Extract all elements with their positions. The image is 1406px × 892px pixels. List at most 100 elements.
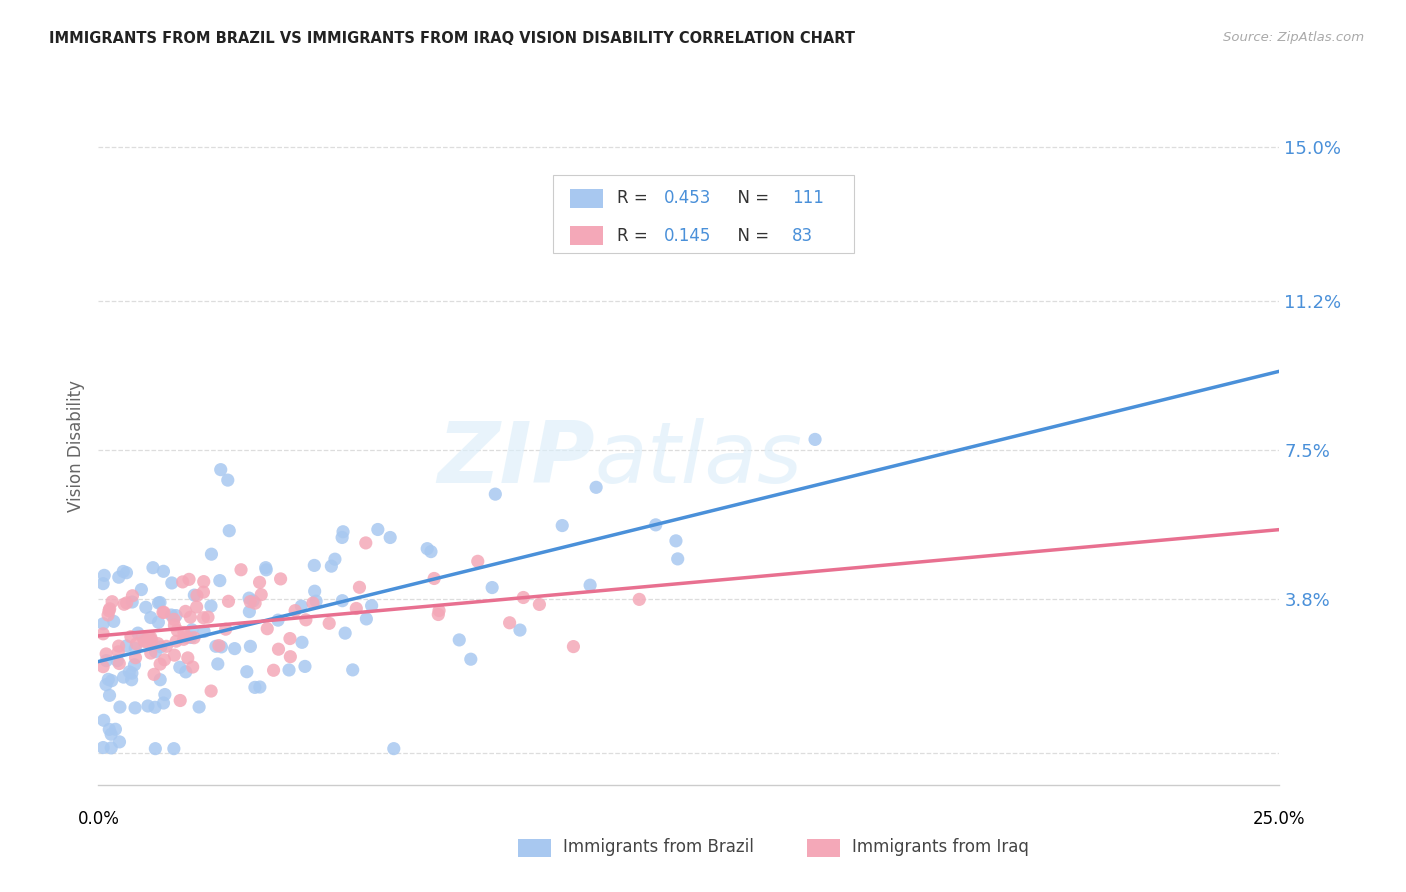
Point — [143, 700, 166, 714]
Point — [127, 626, 149, 640]
Point — [96, 647, 118, 661]
Point — [104, 723, 127, 737]
Point — [290, 599, 312, 614]
Point — [155, 640, 177, 654]
Point — [186, 589, 208, 603]
Point — [139, 610, 162, 624]
Text: ZIP: ZIP — [437, 418, 595, 501]
Point — [239, 640, 262, 654]
Point — [153, 688, 176, 702]
Point — [318, 616, 340, 631]
Point — [188, 700, 211, 714]
Point — [215, 622, 238, 636]
Text: 83: 83 — [792, 227, 813, 244]
Point — [142, 560, 165, 574]
Point — [173, 632, 195, 647]
Point — [98, 601, 121, 615]
Point — [427, 604, 450, 618]
Point — [354, 536, 377, 550]
Point — [174, 604, 197, 618]
FancyBboxPatch shape — [807, 838, 841, 857]
Point — [332, 524, 354, 539]
Point — [93, 714, 115, 728]
Point — [101, 595, 124, 609]
Point — [163, 612, 186, 626]
Point — [100, 740, 122, 755]
Point — [174, 665, 197, 679]
Point — [146, 637, 169, 651]
Point — [163, 648, 186, 662]
Y-axis label: Vision Disability: Vision Disability — [66, 380, 84, 512]
Point — [243, 596, 266, 610]
Point — [108, 657, 131, 671]
Point — [356, 612, 378, 626]
Point — [177, 573, 200, 587]
Point — [304, 558, 326, 573]
Point — [112, 597, 135, 611]
Point — [180, 631, 202, 645]
Point — [91, 627, 114, 641]
Point — [172, 574, 194, 589]
Point — [165, 608, 187, 623]
Point — [139, 646, 162, 660]
Point — [585, 480, 607, 494]
Point — [305, 594, 328, 608]
Point — [120, 630, 142, 644]
Point — [112, 565, 135, 579]
Point — [91, 740, 114, 755]
Point — [166, 624, 188, 638]
Point — [115, 596, 138, 610]
Point — [360, 599, 382, 613]
Point — [97, 607, 120, 622]
Point — [97, 673, 120, 687]
Point — [460, 652, 482, 666]
Point — [139, 630, 162, 644]
Point — [124, 650, 146, 665]
Point — [224, 641, 246, 656]
Point — [270, 572, 292, 586]
Point — [107, 639, 129, 653]
Point — [804, 433, 827, 447]
Point — [291, 635, 314, 649]
FancyBboxPatch shape — [569, 189, 603, 208]
Point — [98, 604, 121, 618]
Point — [644, 517, 666, 532]
Point — [562, 640, 585, 654]
Point — [118, 665, 141, 679]
Point — [107, 570, 129, 584]
Point — [349, 580, 371, 594]
Point — [121, 666, 143, 681]
Point — [484, 487, 506, 501]
Point — [124, 701, 146, 715]
Point — [93, 568, 115, 582]
Point — [267, 642, 290, 657]
Text: R =: R = — [617, 227, 652, 244]
Text: 0.145: 0.145 — [664, 227, 711, 244]
Point — [96, 654, 118, 668]
Point — [181, 660, 204, 674]
Point — [193, 585, 215, 599]
Point — [208, 639, 231, 653]
Point — [249, 575, 271, 590]
Point — [243, 681, 266, 695]
Point — [100, 727, 122, 741]
Text: Immigrants from Iraq: Immigrants from Iraq — [852, 838, 1029, 856]
Point — [179, 610, 201, 624]
Point — [467, 554, 489, 568]
Point — [183, 588, 205, 602]
Point — [91, 659, 114, 673]
Point — [163, 741, 186, 756]
Point — [152, 606, 174, 620]
Point — [148, 596, 170, 610]
Point — [367, 523, 389, 537]
Point — [141, 633, 163, 648]
Point — [94, 678, 117, 692]
Point — [176, 630, 198, 644]
Point — [121, 673, 143, 687]
Point — [239, 594, 262, 608]
Point — [205, 640, 228, 654]
Point — [209, 640, 232, 654]
Point — [218, 524, 240, 538]
Point — [321, 559, 343, 574]
Point — [98, 689, 121, 703]
